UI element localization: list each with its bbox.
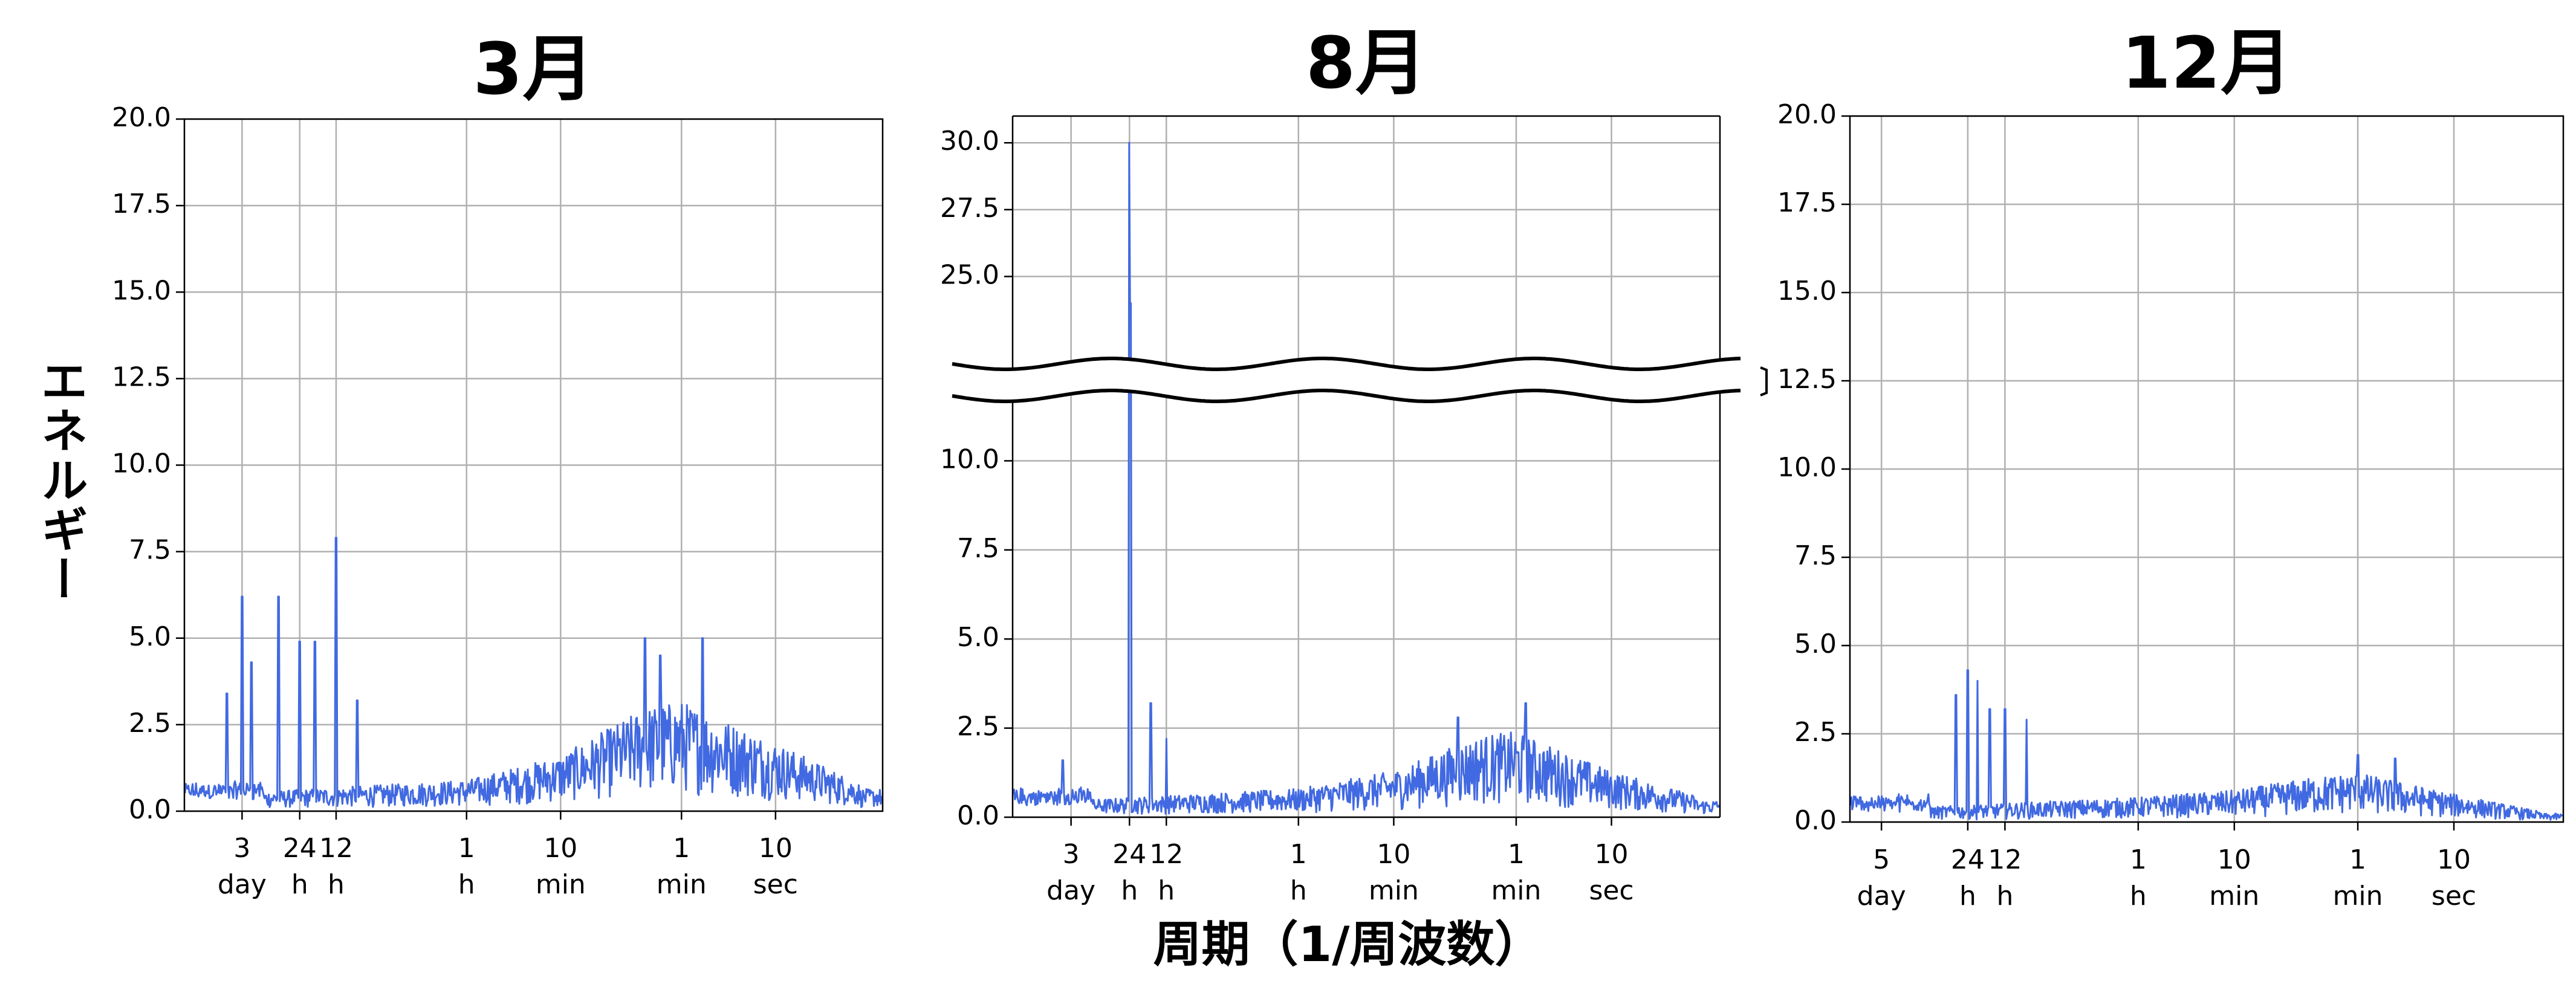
x-tick-label: 10 [1377,839,1410,870]
x-tick-label: 12 [1149,839,1183,870]
y-tick-label: 5.0 [1794,629,1837,659]
chart-panel-3: 12月 0.0 2.5 5.0 7.5 10.0 12.5 15.0 17.5 20.0 5 day 2… [1777,21,2565,911]
x-tick-unit-label: min [1369,875,1419,906]
spectrum-line [1012,141,1720,815]
chart-panel-2: 8月 0.0 2.5 5.0 7.5 10.0 25.0 27.5 30.0 3 day 24 h 12 h… [940,21,1768,906]
y-tick-label: 12.5 [1777,364,1837,395]
y-tick-label: 30.0 [940,126,999,157]
x-tick-label: 10 [2437,844,2471,875]
y-tick-label: 15.0 [112,275,171,306]
y-tick-label: 2.5 [1794,717,1837,748]
axis-break-bracket [1760,366,1768,397]
axis-break-line [952,357,1741,371]
x-axis-label: 周期（1/周波数） [1153,916,1543,973]
x-tick-unit-label: day [1046,875,1095,906]
x-tick-label: 1 [1508,839,1525,870]
x-tick-unit-label: day [1857,881,1906,911]
y-tick-label: 17.5 [1777,187,1837,218]
y-tick-label: 10.0 [112,448,171,479]
x-tick-label: 1 [2349,844,2366,875]
y-tick-label: 0.0 [1794,805,1837,836]
x-tick-unit-label: sec [2432,881,2476,911]
y-tick-label: 25.0 [940,259,999,290]
y-tick-label: 5.0 [957,622,999,653]
y-tick-label: 7.5 [1794,540,1837,571]
y-tick-label: 0.0 [129,794,171,825]
x-tick-label: 24 [283,833,317,864]
x-tick-label: 24 [1951,844,1985,875]
x-tick-label: 3 [233,833,250,864]
y-tick-label: 27.5 [940,193,999,224]
chart-title: 8月 [1306,21,1427,105]
y-tick-label: 15.0 [1777,276,1837,306]
x-tick-label: 12 [1988,844,2022,875]
x-tick-label: 12 [319,833,353,864]
x-tick-unit-label: min [1491,875,1541,906]
y-axis-label: エネルギー [33,357,88,604]
x-tick-unit-label: h [1959,881,1976,911]
x-tick-unit-label: min [2333,881,2383,911]
x-tick-unit-label: min [536,869,586,900]
y-tick-label: 2.5 [129,708,171,739]
spectrum-line [184,537,883,808]
y-tick-label: 7.5 [129,535,171,566]
y-tick-label: 10.0 [940,444,999,474]
axes-frame [183,118,884,812]
x-tick-label: 10 [2218,844,2251,875]
y-tick-label: 5.0 [129,621,171,652]
y-tick-label: 7.5 [957,533,999,564]
axis-break-line [952,389,1741,403]
y-tick-label: 0.0 [957,800,999,831]
chart-title: 3月 [473,27,594,111]
x-tick-label: 1 [673,833,690,864]
x-tick-label: 10 [543,833,577,864]
x-tick-label: 3 [1063,839,1080,870]
x-tick-label: 24 [1112,839,1146,870]
x-tick-unit-label: h [291,869,308,900]
y-tick-label: 12.5 [112,361,171,392]
x-tick-label: 10 [1595,839,1629,870]
x-tick-unit-label: h [458,869,475,900]
y-tick-label: 2.5 [957,711,999,742]
x-tick-unit-label: day [218,869,267,900]
x-tick-unit-label: h [328,869,345,900]
y-tick-label: 17.5 [112,189,171,219]
x-tick-unit-label: h [1290,875,1307,906]
x-tick-unit-label: sec [1589,875,1634,906]
x-tick-unit-label: h [1996,881,2013,911]
x-tick-unit-label: min [657,869,707,900]
x-tick-unit-label: h [1121,875,1138,906]
x-tick-label: 1 [458,833,475,864]
y-tick-label: 20.0 [112,102,171,133]
chart-panel-1: 3月 0.0 2.5 5.0 7.5 10.0 12.5 15.0 17.5 20.0 3 day 24… [112,27,884,900]
x-tick-unit-label: min [2209,881,2259,911]
x-tick-unit-label: sec [753,869,798,900]
x-tick-label: 10 [759,833,793,864]
chart-title: 12月 [2121,21,2292,105]
x-tick-unit-label: h [1158,875,1175,906]
x-tick-label: 1 [2130,844,2147,875]
x-tick-label: 1 [1290,839,1307,870]
axes-frame [1849,115,2565,823]
spectrum-line [1849,669,2563,821]
x-tick-unit-label: h [2130,881,2147,911]
y-tick-label: 20.0 [1777,99,1837,130]
x-tick-label: 5 [1873,844,1890,875]
y-tick-label: 10.0 [1777,452,1837,483]
